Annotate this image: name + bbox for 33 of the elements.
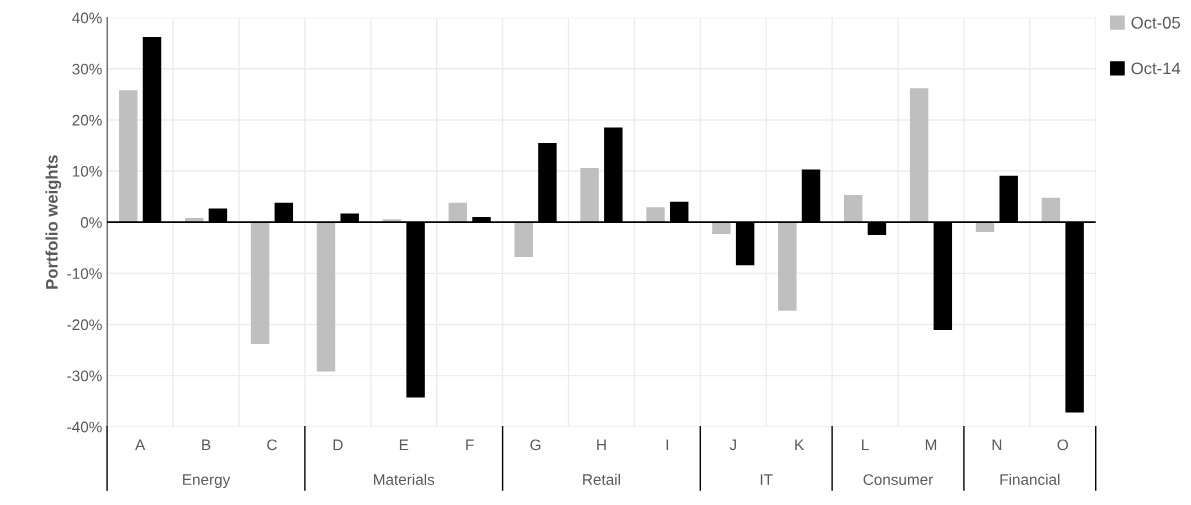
y-tick-label: -30% <box>67 370 102 382</box>
x-tick-label: F <box>466 439 474 451</box>
legend-label: Oct-14 <box>1131 62 1181 75</box>
x-tick-label: J <box>729 439 736 451</box>
y-tick-label: 30% <box>72 63 102 75</box>
legend-label: Oct-05 <box>1131 16 1181 29</box>
y-tick-label: -10% <box>67 268 102 280</box>
y-axis-title: Portfolio weights <box>45 155 62 289</box>
y-tick-label: 10% <box>72 165 102 177</box>
y-tick-label: 40% <box>72 12 102 24</box>
text: Retail <box>583 473 620 485</box>
y-tick-label: -20% <box>67 319 102 331</box>
x-tick-label: G <box>530 439 541 451</box>
y-tick-label: -40% <box>67 421 102 433</box>
x-tick-label: M <box>925 439 937 451</box>
x-tick-label: I <box>666 439 669 451</box>
y-tick-label: 20% <box>72 114 102 126</box>
x-tick-label: N <box>992 439 1002 451</box>
x-tick-label: A <box>135 439 146 451</box>
x-tick-label: K <box>795 439 805 451</box>
text: Materials <box>374 473 435 485</box>
x-tick-label: L <box>862 439 869 451</box>
x-tick-label: E <box>399 439 409 451</box>
x-tick-label: D <box>333 439 343 451</box>
text: Energy <box>183 474 231 489</box>
text: IT <box>760 474 773 485</box>
text: Consumer <box>863 474 933 485</box>
x-tick-label: O <box>1057 439 1068 451</box>
text: Financial <box>1000 473 1060 485</box>
x-tick-label: C <box>267 439 277 451</box>
y-tick-label: 0% <box>80 217 102 228</box>
x-tick-label: H <box>597 439 606 451</box>
x-tick-label: B <box>202 439 211 451</box>
